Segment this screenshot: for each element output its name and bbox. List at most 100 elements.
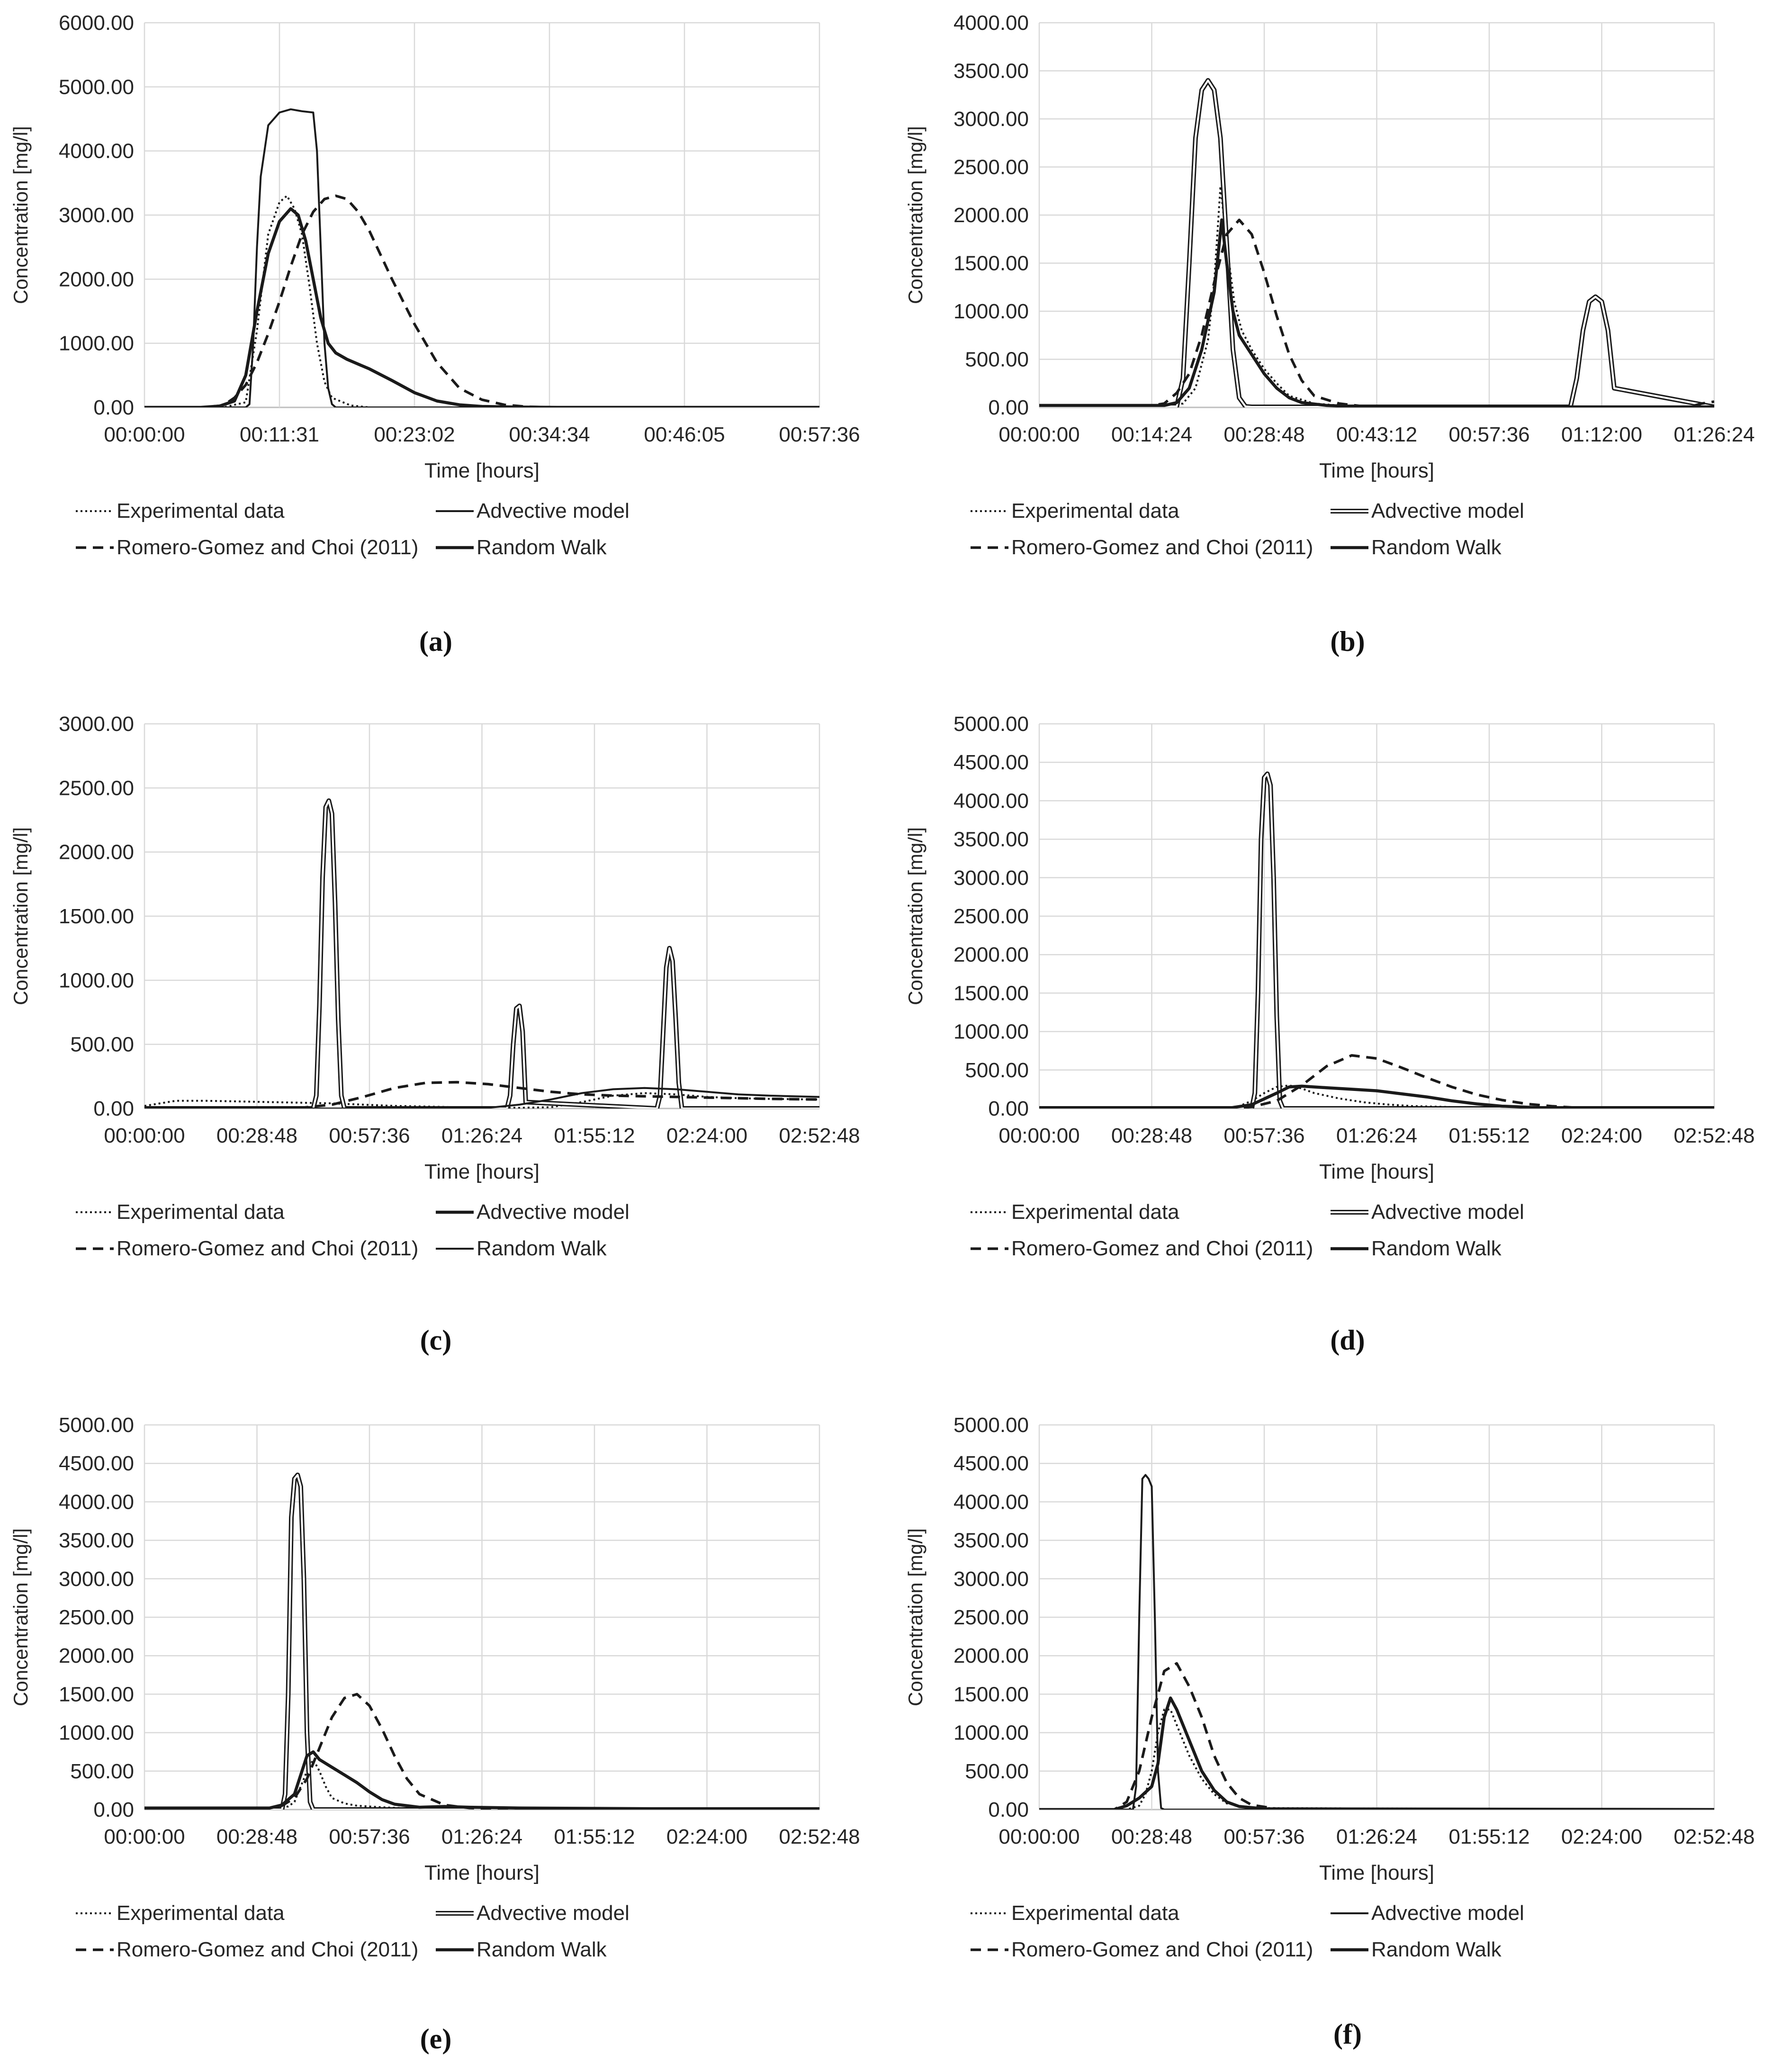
chart-a-legend-label: Romero-Gomez and Choi (2011): [117, 536, 418, 559]
caption-c: (c): [420, 1324, 452, 1356]
chart-a-y-axis-title: Concentration [mg/l]: [9, 126, 32, 304]
chart-a-series-1: [144, 108, 819, 407]
chart-d-series-line: [1039, 1084, 1714, 1108]
chart-a-y-tick-label: 5000.00: [59, 75, 134, 99]
chart-f-x-axis-title: Time [hours]: [1319, 1861, 1434, 1884]
chart-b-y-tick-label: 1500.00: [953, 252, 1029, 275]
chart-a-y-tick-label: 1000.00: [59, 332, 134, 355]
chart-b-legend-entry: Random Walk: [1331, 536, 1502, 559]
chart-f-y-tick-label: 1500.00: [953, 1683, 1029, 1706]
chart-panel-b: 0.00 500.00 1000.00 1500.00 2000.00 2500.00 30…: [895, 0, 1790, 654]
chart-d-y-tick-label: 5000.00: [953, 712, 1029, 736]
chart-e-y-tick-label: 3500.00: [59, 1529, 134, 1552]
chart-c-series-1: [144, 798, 819, 1108]
chart-a-legend-label: Experimental data: [117, 499, 285, 523]
chart-e-legend-entry: Romero-Gomez and Choi (2011): [76, 1938, 418, 1961]
chart-f-legend-entry: Random Walk: [1331, 1938, 1502, 1961]
chart-c-legend-entry: Advective model: [436, 1200, 630, 1224]
chart-a-y-tick-label: 6000.00: [59, 11, 134, 35]
chart-b-x-tick-label: 00:57:36: [1448, 423, 1529, 446]
chart-d-x-axis-title: Time [hours]: [1319, 1160, 1434, 1183]
chart-b-x-tick-label: 00:28:48: [1223, 423, 1304, 446]
chart-f-y-tick-label: 3000.00: [953, 1568, 1029, 1591]
chart-b-legend-entry: Experimental data: [971, 499, 1179, 523]
chart-a-legend-label: Advective model: [477, 499, 630, 523]
chart-e-legend-label: Random Walk: [477, 1938, 607, 1961]
chart-a-y-tick-label: 4000.00: [59, 140, 134, 163]
chart-d-legend-label: Advective model: [1371, 1200, 1524, 1224]
chart-e-y-tick-label: 4500.00: [59, 1452, 134, 1475]
chart-d-legend-entry: Random Walk: [1331, 1237, 1502, 1260]
chart-c-series-0: [144, 1092, 819, 1108]
chart-c-y-tick-label: 0.00: [93, 1097, 134, 1120]
chart-e-x-tick-label: 02:52:48: [779, 1825, 860, 1848]
chart-d-y-axis-title: Concentration [mg/l]: [904, 827, 926, 1005]
chart-a-x-tick-label: 00:46:05: [644, 423, 725, 446]
chart-f-x-tick-label: 02:24:00: [1561, 1825, 1642, 1848]
caption-b: (b): [1330, 626, 1365, 657]
chart-c-x-axis-title: Time [hours]: [424, 1160, 540, 1183]
chart-c-y-tick-label: 2000.00: [59, 841, 134, 864]
chart-e-series-1: [144, 1472, 819, 1810]
chart-d-y-tick-label: 0.00: [988, 1097, 1029, 1120]
chart-f-y-tick-label: 4000.00: [953, 1490, 1029, 1513]
chart-f-y-tick-label: 5000.00: [953, 1414, 1029, 1437]
chart-b-y-axis-title: Concentration [mg/l]: [904, 126, 926, 304]
chart-c-svg: 0.00 500.00 1000.00 1500.00 2000.00 2500.00 30…: [9, 712, 860, 1260]
chart-b-legend-entry: Advective model: [1331, 499, 1524, 523]
chart-f-y-axis-title: Concentration [mg/l]: [904, 1528, 926, 1706]
chart-e-legend-label: Experimental data: [117, 1901, 285, 1925]
chart-b-y-tick-label: 3000.00: [953, 108, 1029, 131]
chart-a-legend-entry: Advective model: [436, 499, 630, 523]
chart-d-x-tick-label: 02:52:48: [1673, 1124, 1754, 1147]
chart-b-y-tick-label: 0.00: [988, 396, 1029, 419]
chart-d-y-tick-label: 2500.00: [953, 905, 1029, 928]
chart-a-x-axis-title: Time [hours]: [424, 459, 540, 482]
chart-a-legend-entry: Experimental data: [76, 499, 285, 523]
chart-f-series-3: [1039, 1696, 1714, 1810]
chart-e-legend-label: Romero-Gomez and Choi (2011): [117, 1938, 418, 1961]
chart-b-legend-entry: Romero-Gomez and Choi (2011): [971, 536, 1313, 559]
chart-f-svg: 0.00 500.00 1000.00 1500.00 2000.00 2500.00 30…: [904, 1414, 1755, 1961]
chart-e-x-tick-label: 00:28:48: [216, 1825, 297, 1848]
chart-b-legend-label: Experimental data: [1011, 499, 1179, 523]
chart-d-y-tick-label: 1000.00: [953, 1020, 1029, 1044]
chart-a-x-tick-label: 00:23:02: [374, 423, 455, 446]
chart-a-series-line: [144, 195, 819, 407]
chart-d-series-line: [1039, 773, 1714, 1108]
chart-e-x-tick-label: 00:00:00: [104, 1825, 185, 1848]
caption-e: (e): [420, 2023, 452, 2054]
chart-f-y-tick-label: 2500.00: [953, 1606, 1029, 1629]
chart-e-x-tick-label: 01:55:12: [554, 1825, 635, 1848]
chart-a-x-tick-label: 00:00:00: [104, 423, 185, 446]
chart-e-y-tick-label: 2500.00: [59, 1606, 134, 1629]
chart-c-series-line: [144, 800, 819, 1108]
chart-e-legend-entry: Random Walk: [436, 1938, 607, 1961]
chart-a-x-tick-label: 00:57:36: [779, 423, 860, 446]
chart-f-y-tick-label: 3500.00: [953, 1529, 1029, 1552]
chart-c-x-tick-label: 02:52:48: [779, 1124, 860, 1147]
chart-d-x-tick-label: 00:57:36: [1223, 1124, 1304, 1147]
chart-f-x-tick-label: 00:57:36: [1223, 1825, 1304, 1848]
caption-d: (d): [1330, 1324, 1365, 1356]
chart-f-legend-label: Advective model: [1371, 1901, 1524, 1925]
chart-e-series-line: [144, 1474, 819, 1810]
chart-f-series-line: [1039, 1696, 1714, 1810]
chart-b-y-tick-label: 2500.00: [953, 156, 1029, 179]
chart-b-legend-label: Random Walk: [1371, 536, 1502, 559]
chart-b-y-tick-label: 500.00: [965, 348, 1029, 371]
chart-d-x-tick-label: 00:28:48: [1111, 1124, 1192, 1147]
chart-panel-f: 0.00 500.00 1000.00 1500.00 2000.00 2500.00 30…: [895, 1402, 1790, 2056]
chart-f-y-tick-label: 2000.00: [953, 1644, 1029, 1667]
chart-c-legend-entry: Random Walk: [436, 1237, 607, 1260]
chart-c-legend-label: Advective model: [477, 1200, 630, 1224]
chart-a-legend-label: Random Walk: [477, 536, 607, 559]
chart-c-series-line: [144, 1087, 819, 1108]
chart-c-y-tick-label: 3000.00: [59, 712, 134, 736]
chart-e-x-tick-label: 00:57:36: [329, 1825, 410, 1848]
chart-c-y-tick-label: 500.00: [70, 1033, 134, 1056]
chart-f-legend-label: Romero-Gomez and Choi (2011): [1011, 1938, 1313, 1961]
chart-d-svg: 0.00 500.00 1000.00 1500.00 2000.00 2500.00 30…: [904, 712, 1755, 1260]
chart-b-x-tick-label: 01:12:00: [1561, 423, 1642, 446]
chart-b-legend-label: Romero-Gomez and Choi (2011): [1011, 536, 1313, 559]
